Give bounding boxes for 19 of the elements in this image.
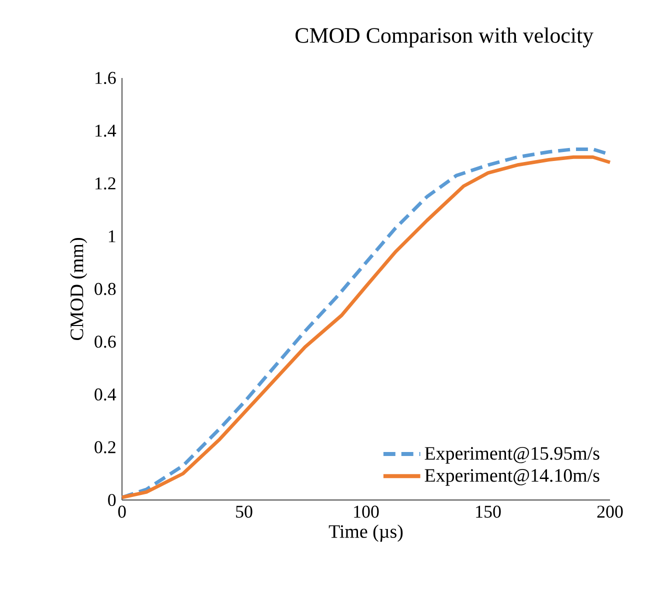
- y-tick-label: 0.6: [94, 336, 116, 348]
- x-tick-label: 200: [597, 506, 623, 518]
- y-tick-label: 1.4: [96, 124, 116, 137]
- x-tick-label: 150: [476, 506, 501, 518]
- chart-title: CMOD Comparison with velocity: [296, 27, 594, 48]
- y-tick-label: 0.2: [94, 441, 116, 454]
- legend-label: Experiment@14.10m/s: [424, 469, 600, 486]
- y-tick-label: 1.6: [96, 72, 116, 84]
- y-tick-label: 0.4: [94, 388, 116, 401]
- y-tick-label: 0: [108, 494, 116, 506]
- x-tick-label: 100: [354, 506, 379, 518]
- y-tick-label: 0.8: [94, 282, 116, 296]
- y-tick-label: 1: [108, 230, 116, 242]
- x-tick-label: 50: [236, 506, 252, 518]
- y-axis-title: CMOD (mm): [70, 238, 88, 340]
- y-tick-label: 1.2: [96, 177, 116, 190]
- legend-label: Experiment@15.95m/s: [424, 446, 600, 464]
- x-tick-label: 0: [118, 506, 126, 518]
- x-axis-title: Time (µs): [328, 524, 403, 542]
